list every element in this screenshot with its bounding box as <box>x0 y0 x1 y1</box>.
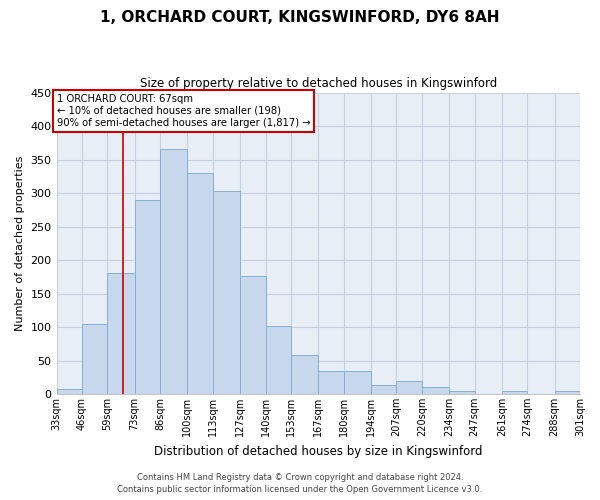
Bar <box>107 273 134 394</box>
Bar <box>291 355 318 394</box>
Y-axis label: Number of detached properties: Number of detached properties <box>15 156 25 331</box>
Text: Contains HM Land Registry data © Crown copyright and database right 2024.
Contai: Contains HM Land Registry data © Crown c… <box>118 472 482 494</box>
Text: 1 ORCHARD COURT: 67sqm
← 10% of detached houses are smaller (198)
90% of semi-de: 1 ORCHARD COURT: 67sqm ← 10% of detached… <box>56 94 310 128</box>
Bar <box>371 384 397 394</box>
Bar <box>318 370 344 394</box>
Bar <box>187 172 213 394</box>
Bar <box>266 326 291 394</box>
Title: Size of property relative to detached houses in Kingswinford: Size of property relative to detached ho… <box>140 78 497 90</box>
Bar <box>240 276 266 394</box>
Bar <box>422 388 449 394</box>
Bar <box>82 324 107 394</box>
X-axis label: Distribution of detached houses by size in Kingswinford: Distribution of detached houses by size … <box>154 444 482 458</box>
Bar <box>56 388 82 394</box>
Bar <box>449 390 475 394</box>
Bar <box>134 200 160 394</box>
Bar <box>554 390 580 394</box>
Bar <box>344 370 371 394</box>
Bar <box>397 382 422 394</box>
Bar <box>160 149 187 394</box>
Text: 1, ORCHARD COURT, KINGSWINFORD, DY6 8AH: 1, ORCHARD COURT, KINGSWINFORD, DY6 8AH <box>100 10 500 25</box>
Bar <box>502 390 527 394</box>
Bar <box>213 192 240 394</box>
